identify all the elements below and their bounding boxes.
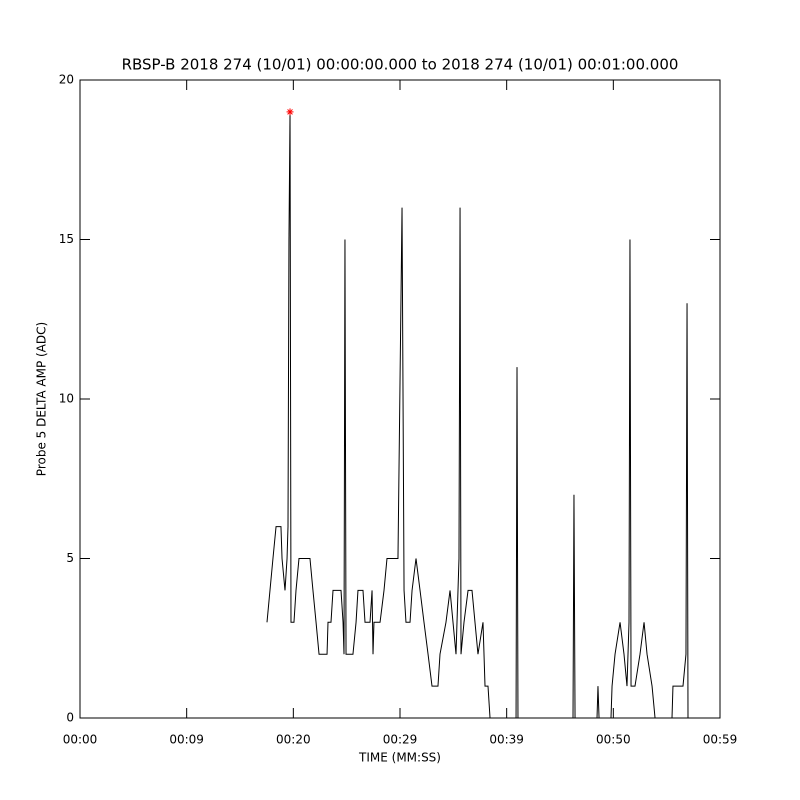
x-tick-label: 00:59 — [703, 733, 738, 747]
x-tick-label: 00:20 — [276, 733, 311, 747]
data-line — [266, 111, 689, 719]
x-tick-label: 00:50 — [596, 733, 631, 747]
y-tick-label: 20 — [59, 73, 74, 87]
y-tick-label: 0 — [66, 711, 74, 725]
x-tick-label: 00:29 — [383, 733, 418, 747]
x-tick-label: 00:09 — [169, 733, 204, 747]
x-tick-label: 00:00 — [63, 733, 98, 747]
y-tick-label: 15 — [59, 232, 74, 246]
x-axis-label: TIME (MM:SS) — [358, 751, 441, 765]
y-axis-label: Probe 5 DELTA AMP (ADC) — [35, 322, 49, 476]
chart-title: RBSP-B 2018 274 (10/01) 00:00:00.000 to … — [122, 56, 679, 74]
x-tick-label: 00:39 — [489, 733, 524, 747]
y-tick-label: 5 — [66, 551, 74, 565]
max-marker — [286, 108, 294, 116]
max-marker-stroke — [287, 109, 293, 115]
y-tick-label: 10 — [59, 392, 74, 406]
